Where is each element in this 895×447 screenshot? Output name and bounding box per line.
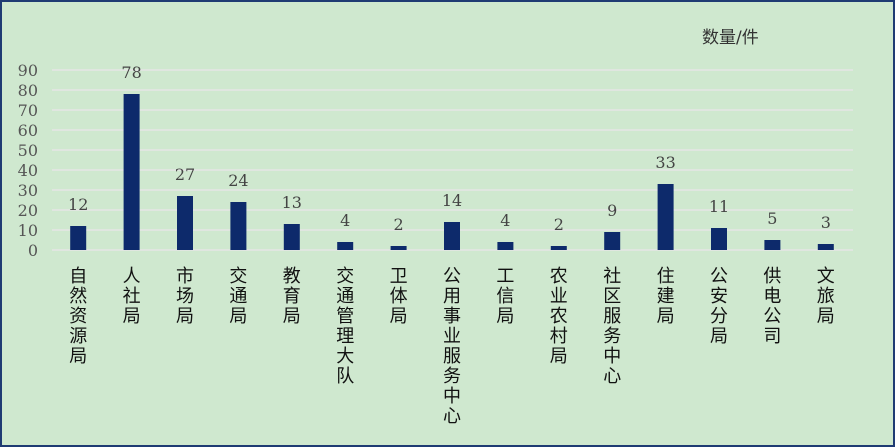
x-tick-label: 公用事业服务中心: [443, 266, 461, 427]
data-label: 4: [500, 211, 510, 230]
data-labels: 12 78 27 24 13 4 2 14 4 2 9 33 11 5 3: [68, 63, 831, 234]
data-label: 27: [175, 165, 195, 184]
bar: [711, 228, 727, 250]
data-label: 9: [607, 201, 617, 220]
y-tick-label: 60: [18, 121, 38, 140]
x-tick-label: 教育局: [283, 266, 301, 327]
x-tick-label: 交通管理大队: [336, 266, 354, 387]
bar: [177, 196, 193, 250]
bar: [604, 232, 621, 250]
y-tick-label: 40: [18, 161, 38, 180]
data-label: 4: [340, 211, 350, 230]
bar: [764, 240, 781, 250]
bar: [390, 246, 407, 250]
x-tick-label: 交通局: [229, 266, 247, 327]
bar: [230, 202, 247, 250]
data-label: 11: [709, 197, 729, 216]
x-tick-label: 农业农村局: [550, 266, 568, 367]
data-label: 2: [394, 215, 404, 234]
data-label: 78: [121, 63, 141, 82]
y-tick-label: 50: [18, 141, 38, 160]
y-tick-label: 10: [18, 221, 38, 240]
data-label: 2: [554, 215, 564, 234]
bar: [283, 224, 300, 250]
data-label: 24: [228, 171, 248, 190]
x-tick-label: 工信局: [496, 266, 514, 327]
bar: [550, 246, 567, 250]
bar: [337, 242, 354, 250]
x-tick-label: 市场局: [176, 266, 194, 327]
x-tick-label: 人社局: [123, 266, 141, 327]
bar: [817, 244, 834, 250]
bar: [657, 184, 674, 250]
x-tick-label: 自然资源局: [69, 266, 87, 367]
x-tick-label: 供电公司: [763, 266, 781, 347]
bar: [123, 94, 140, 250]
y-tick-label: 20: [18, 201, 38, 220]
y-tick-label: 70: [18, 101, 38, 120]
data-label: 33: [655, 153, 675, 172]
x-tick-label: 社区服务中心: [603, 266, 621, 387]
x-tick-label: 住建局: [657, 266, 675, 327]
data-label: 12: [68, 195, 88, 214]
bars: [70, 94, 834, 250]
data-label: 13: [282, 193, 302, 212]
unit-label: 数量/件: [702, 28, 759, 48]
y-tick-label: 80: [18, 81, 38, 100]
x-axis: 自然资源局 人社局 市场局 交通局 教育局 交通管理大队 卫体局 公用事业服务中心 工信局 农业农…: [69, 266, 835, 427]
x-tick-label: 卫体局: [390, 266, 408, 327]
bar: [497, 242, 514, 250]
y-tick-label: 30: [18, 181, 38, 200]
x-tick-label: 公安分局: [710, 266, 728, 347]
x-tick-label: 文旅局: [817, 266, 835, 327]
y-tick-label: 90: [18, 61, 38, 80]
data-label: 5: [767, 209, 777, 228]
data-label: 14: [442, 191, 462, 210]
bar: [70, 226, 87, 250]
data-label: 3: [821, 213, 831, 232]
bar: [444, 222, 460, 250]
y-tick-label: 0: [28, 241, 38, 260]
